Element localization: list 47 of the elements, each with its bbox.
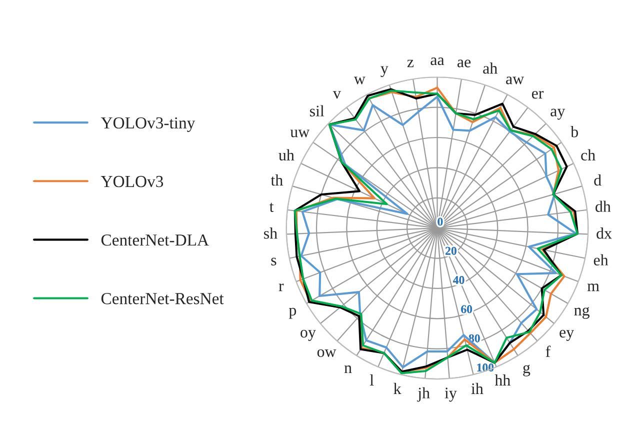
spoke-label: g — [523, 364, 530, 376]
legend-label: YOLOv3 — [100, 176, 164, 188]
spoke-label: ae — [457, 60, 471, 68]
spoke-label: ih — [471, 382, 484, 394]
spoke-label: f — [546, 346, 551, 357]
spoke-label: ow — [317, 349, 336, 358]
spoke-label: sil — [310, 105, 324, 116]
spoke-label: r — [278, 284, 284, 292]
spoke-label: m — [587, 284, 600, 292]
spoke-label: p — [288, 308, 296, 319]
spoke-label: k — [394, 382, 402, 394]
spoke-label: w — [354, 76, 366, 84]
spoke-label: sh — [264, 228, 278, 239]
spoke-label: y — [380, 66, 388, 77]
y-tick-label: 0 — [438, 218, 443, 226]
spoke-label: aa — [430, 58, 444, 66]
spoke-label: t — [269, 202, 274, 212]
spoke-label: v — [332, 91, 341, 99]
spoke-label: oy — [300, 330, 316, 341]
legend-label: CenterNet-DLA — [101, 234, 209, 246]
spoke-label: er — [532, 90, 544, 99]
spoke-label: ng — [574, 307, 590, 319]
spoke-label: dh — [596, 200, 611, 212]
spoke-label: b — [570, 126, 578, 138]
spoke-label: uw — [290, 130, 310, 138]
spoke-label: l — [370, 374, 374, 386]
spoke-label: iy — [444, 388, 457, 402]
spoke-label: uh — [278, 149, 294, 161]
spoke-label: n — [344, 365, 352, 373]
spoke-label: hh — [494, 374, 510, 386]
spoke-label: d — [594, 174, 602, 186]
legend-label: YOLOv3-tiny — [100, 117, 196, 132]
spoke-label: ey — [560, 330, 574, 341]
spoke-label: jh — [417, 387, 430, 402]
spoke-label: aw — [506, 76, 524, 84]
spoke-label: ah — [483, 62, 498, 74]
spoke-label: dx — [596, 228, 612, 239]
y-tick-label: 60 — [461, 305, 472, 314]
legend-label: CenterNet-ResNet — [101, 293, 224, 304]
spoke-label: ay — [550, 108, 566, 120]
y-tick-label: 40 — [453, 276, 464, 284]
spoke-label: eh — [594, 254, 608, 266]
spoke-label: z — [407, 60, 414, 68]
y-tick-label: 20 — [446, 246, 456, 255]
spoke-label: th — [270, 174, 283, 186]
spoke-label: s — [271, 258, 276, 266]
spoke-label: ch — [581, 149, 596, 161]
